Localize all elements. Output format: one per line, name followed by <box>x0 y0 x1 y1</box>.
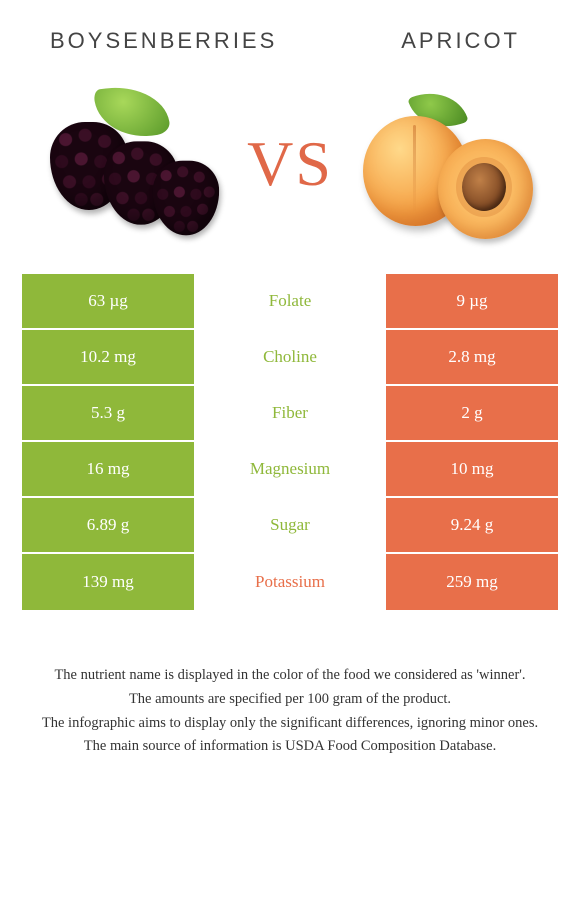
footnote-line: The main source of information is USDA F… <box>20 736 560 758</box>
nutrient-label: Folate <box>194 274 386 328</box>
table-row: 63 µgFolate9 µg <box>22 274 558 330</box>
hero-images: VS <box>0 64 580 274</box>
nutrient-label: Choline <box>194 330 386 384</box>
table-row: 139 mgPotassium259 mg <box>22 554 558 610</box>
table-row: 10.2 mgCholine2.8 mg <box>22 330 558 386</box>
value-right: 10 mg <box>386 442 558 496</box>
nutrient-label: Potassium <box>194 554 386 610</box>
footnote-line: The infographic aims to display only the… <box>20 713 560 735</box>
value-left: 63 µg <box>22 274 194 328</box>
nutrient-label: Sugar <box>194 498 386 552</box>
table-row: 5.3 gFiber2 g <box>22 386 558 442</box>
value-left: 5.3 g <box>22 386 194 440</box>
nutrient-table: 63 µgFolate9 µg10.2 mgCholine2.8 mg5.3 g… <box>22 274 558 610</box>
footnotes: The nutrient name is displayed in the co… <box>0 610 580 758</box>
value-right: 9.24 g <box>386 498 558 552</box>
value-left: 16 mg <box>22 442 194 496</box>
table-row: 16 mgMagnesium10 mg <box>22 442 558 498</box>
boysenberries-image <box>42 84 222 244</box>
value-left: 10.2 mg <box>22 330 194 384</box>
footnote-line: The nutrient name is displayed in the co… <box>20 665 560 687</box>
apricot-image <box>358 84 538 244</box>
nutrient-label: Magnesium <box>194 442 386 496</box>
value-left: 139 mg <box>22 554 194 610</box>
value-right: 259 mg <box>386 554 558 610</box>
value-right: 2 g <box>386 386 558 440</box>
header: Boysenberries Apricot <box>0 0 580 64</box>
table-row: 6.89 gSugar9.24 g <box>22 498 558 554</box>
nutrient-label: Fiber <box>194 386 386 440</box>
title-right: Apricot <box>401 28 520 54</box>
vs-label: VS <box>247 127 333 201</box>
footnote-line: The amounts are specified per 100 gram o… <box>20 689 560 711</box>
value-left: 6.89 g <box>22 498 194 552</box>
value-right: 9 µg <box>386 274 558 328</box>
title-left: Boysenberries <box>50 28 277 54</box>
value-right: 2.8 mg <box>386 330 558 384</box>
